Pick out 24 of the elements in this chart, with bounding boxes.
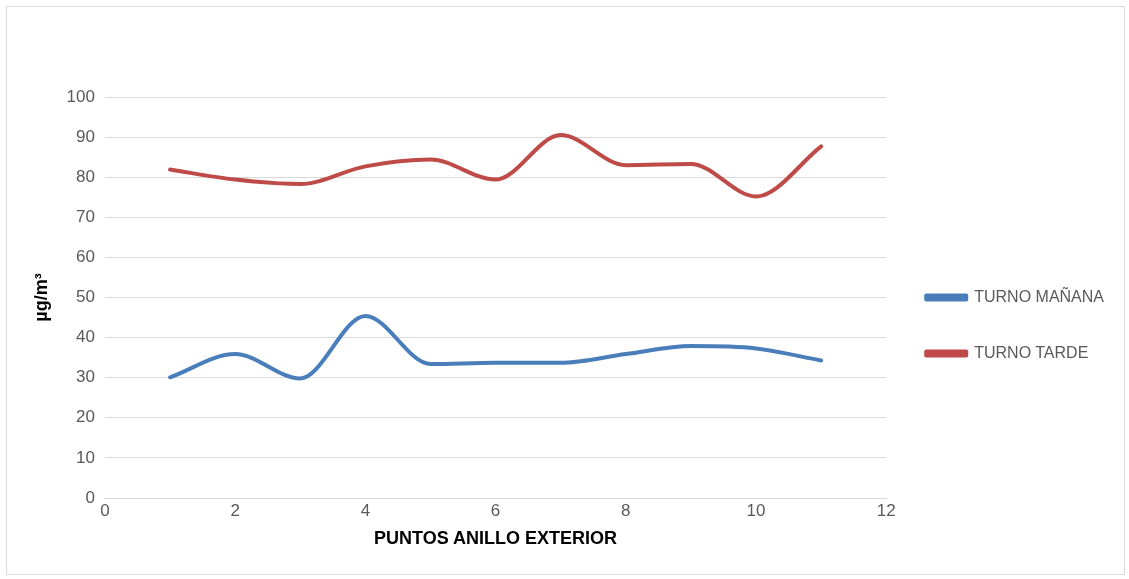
x-tick-label: 8 (621, 500, 631, 520)
x-axis-title: PUNTOS ANILLO EXTERIOR (374, 528, 618, 549)
x-tick-label: 6 (490, 500, 501, 520)
x-tick-label: 0 (100, 500, 110, 520)
x-tick-label: 10 (746, 500, 766, 520)
y-tick-label: 10 (76, 447, 95, 467)
y-tick-label: 20 (76, 407, 95, 427)
y-tick-label: 0 (85, 487, 95, 507)
y-tick-label: 30 (76, 367, 95, 387)
y-axis-title: µg/m³ (30, 273, 51, 322)
x-tick-label: 2 (230, 500, 240, 520)
legend-label: TURNO MAÑANA (974, 285, 1105, 305)
y-tick-label: 90 (76, 126, 95, 146)
line-series (168, 313, 824, 381)
y-tick-label: 60 (76, 247, 95, 267)
legend-label: TURNO TARDE (974, 343, 1089, 361)
x-tick-label: 4 (360, 500, 371, 520)
y-tick-label: 50 (76, 287, 95, 307)
y-tick-label: 80 (76, 166, 95, 186)
x-tick-label: 12 (876, 500, 896, 520)
y-tick-label: 70 (76, 206, 95, 226)
y-tick-label: 40 (76, 327, 95, 347)
line-series (168, 133, 824, 199)
y-tick-label: 100 (66, 86, 95, 106)
